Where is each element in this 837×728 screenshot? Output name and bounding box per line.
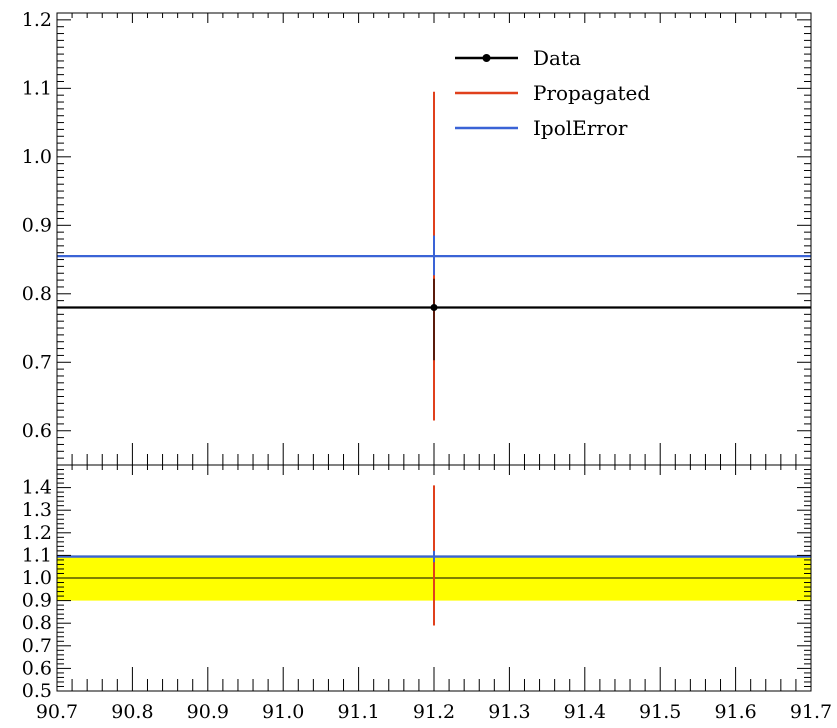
main-panel: 0.6 0.7 0.8 0.9 1.0 1.1 1.2 [22,9,811,465]
legend-label-propagated: Propagated [533,81,650,105]
legend-marker-data [483,54,491,62]
y-tick-label: 1.1 [22,77,52,99]
ratio-y-tick-label: 0.8 [22,612,52,634]
y-tick-label: 0.7 [22,351,52,373]
x-tick-label: 91.4 [564,701,606,723]
x-tick-label: 90.9 [187,701,229,723]
legend: Data Propagated IpolError [455,46,650,140]
ratio-y-tick-label: 1.4 [22,477,52,499]
ratio-y-tick-label: 0.6 [22,657,52,679]
ratio-y-tick-label: 1.0 [22,567,52,589]
x-tick-label: 91.6 [714,701,756,723]
ratio-panel: 0.50.60.70.80.91.01.11.21.31.4 [22,465,811,702]
ratio-y-tick-label: 0.7 [22,635,52,657]
x-tick-label: 91.3 [488,701,530,723]
ratio-y-tick-label: 1.2 [22,522,52,544]
x-tick-label: 91.5 [639,701,681,723]
x-tick-label: 90.7 [36,701,78,723]
y-tick-label: 1.0 [22,146,52,168]
ratio-y-tick-label: 1.3 [22,499,52,521]
data-point [431,304,438,311]
y-tick-label: 1.2 [22,9,52,31]
y-tick-label: 0.8 [22,283,52,305]
legend-label-ipolerror: IpolError [533,116,628,140]
y-tick-label: 0.9 [22,214,52,236]
x-tick-label: 91.2 [413,701,455,723]
x-axis-labels: 90.7 90.8 90.9 91.0 91.1 91.2 91.3 91.4 91.5 91.6… [36,701,832,723]
ratio-y-tick-label: 0.5 [22,680,52,702]
legend-label-data: Data [533,46,581,70]
x-tick-label: 91.0 [262,701,304,723]
y-tick-label: 0.6 [22,420,52,442]
x-tick-label: 91.7 [790,701,832,723]
x-tick-label: 90.8 [111,701,153,723]
x-tick-label: 91.1 [337,701,379,723]
ratio-y-tick-label: 1.1 [22,544,52,566]
ratio-y-tick-label: 0.9 [22,590,52,612]
